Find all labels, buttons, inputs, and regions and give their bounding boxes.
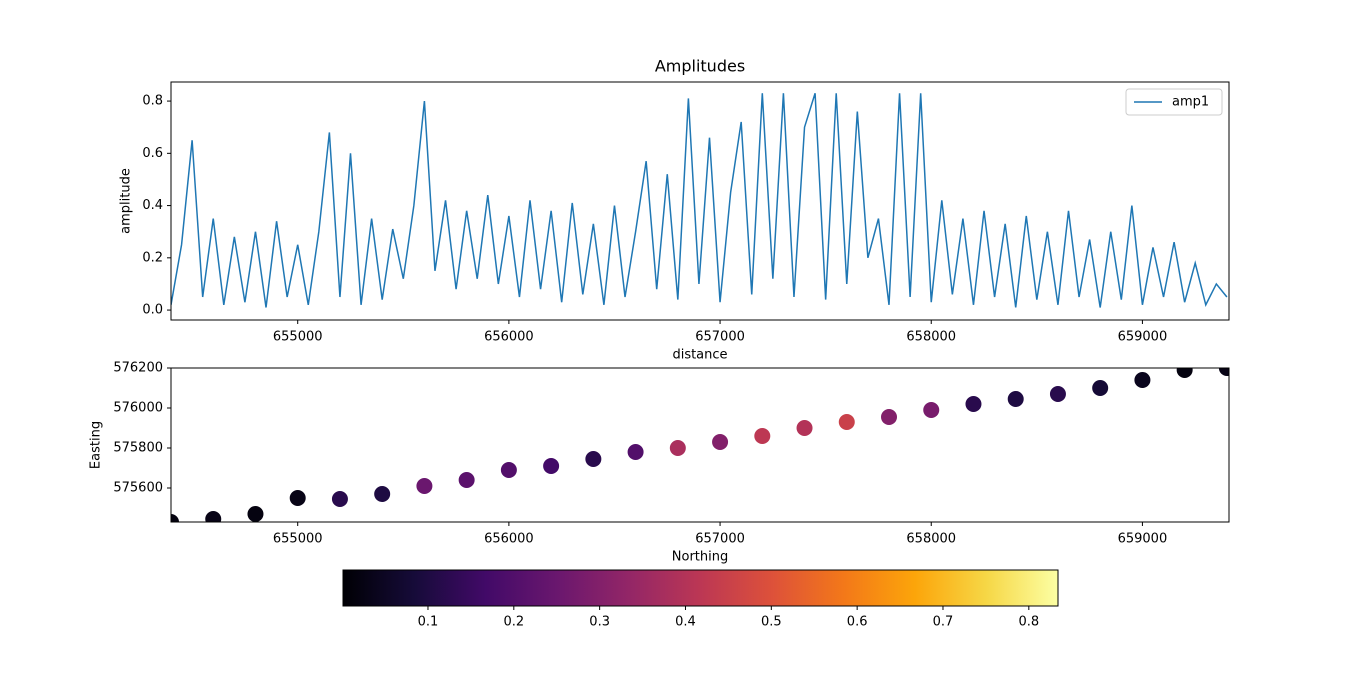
- colorbar-tick-label: 0.6: [847, 615, 868, 630]
- scatter-point: [1218, 368, 1229, 376]
- scatter-point: [585, 451, 602, 467]
- y-tick-label: 575600: [113, 481, 163, 496]
- scatter-point: [627, 444, 644, 460]
- colorbar-tick-label: 0.2: [503, 615, 524, 630]
- scatter-point: [205, 511, 222, 522]
- x-tick-label: 657000: [695, 532, 745, 547]
- x-tick-label: 657000: [695, 330, 745, 345]
- y-tick-label: 0.0: [142, 303, 163, 318]
- x-tick-label: 658000: [906, 532, 956, 547]
- scatter-point: [881, 409, 898, 425]
- scatter-point: [289, 490, 306, 506]
- colorbar-tick-label: 0.8: [1018, 615, 1039, 630]
- scatter-point: [838, 414, 855, 430]
- y-tick-label: 0.6: [142, 146, 163, 161]
- colorbar-tick-label: 0.1: [418, 615, 439, 630]
- y-tick-label: 0.4: [142, 198, 163, 213]
- x-tick-label: 656000: [484, 532, 534, 547]
- scatter-point: [1176, 368, 1193, 378]
- y-axis-label: Easting: [89, 421, 104, 469]
- y-tick-label: 0.2: [142, 250, 163, 265]
- scatter-point: [669, 440, 686, 456]
- scatter-point: [458, 472, 475, 488]
- legend-label: amp1: [1172, 95, 1209, 110]
- scatter-point: [331, 491, 348, 507]
- colorbar-tick-label: 0.7: [933, 615, 954, 630]
- colorbar-tick-label: 0.5: [761, 615, 782, 630]
- scatter-point: [754, 428, 771, 444]
- scatter-point: [796, 420, 813, 436]
- x-tick-label: 658000: [906, 330, 956, 345]
- scatter-point: [1092, 380, 1109, 396]
- x-tick-label: 659000: [1118, 532, 1168, 547]
- x-tick-label: 659000: [1118, 330, 1168, 345]
- scatter-point: [416, 478, 433, 494]
- colorbar-tick-label: 0.3: [589, 615, 610, 630]
- axes-frame: [170, 81, 1230, 321]
- plot-area: [171, 368, 1229, 522]
- colorbar: [342, 569, 1059, 607]
- y-tick-label: 576000: [113, 401, 163, 416]
- legend-box: [1125, 88, 1223, 116]
- scatter-point: [965, 396, 982, 412]
- scatter-point: [543, 458, 560, 474]
- scatter-point: [171, 514, 179, 522]
- x-tick-label: 656000: [484, 330, 534, 345]
- y-axis-label: amplitude: [119, 168, 134, 234]
- scatter-point: [374, 486, 391, 502]
- x-axis-label: distance: [672, 348, 727, 363]
- scatter-point: [1134, 372, 1151, 388]
- data-line: [171, 93, 1228, 308]
- scatter-point: [923, 402, 940, 418]
- axes-frame: [170, 367, 1230, 523]
- x-axis-label: Northing: [672, 550, 728, 565]
- y-tick-label: 0.8: [142, 94, 163, 109]
- x-tick-label: 655000: [273, 330, 323, 345]
- plot-area: [171, 93, 1228, 308]
- x-tick-label: 655000: [273, 532, 323, 547]
- colorbar-tick-label: 0.4: [675, 615, 696, 630]
- y-tick-label: 575800: [113, 441, 163, 456]
- scatter-point: [247, 506, 264, 522]
- scatter-point: [1007, 391, 1024, 407]
- scatter-point: [712, 434, 729, 450]
- chart-title: Amplitudes: [655, 57, 745, 76]
- scatter-point: [500, 462, 517, 478]
- scatter-point: [1049, 386, 1066, 402]
- y-tick-label: 576200: [113, 361, 163, 376]
